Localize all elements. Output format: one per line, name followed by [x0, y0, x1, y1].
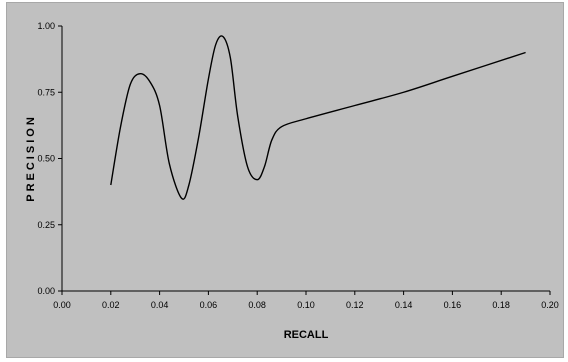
y-tick-label: 0.75: [37, 87, 55, 97]
x-tick-label: 0.18: [492, 300, 510, 310]
x-tick-label: 0.12: [346, 300, 364, 310]
x-tick-label: 0.00: [53, 300, 71, 310]
x-axis-title: RECALL: [284, 329, 329, 341]
x-tick-label: 0.16: [444, 300, 462, 310]
series-line: [110, 35, 526, 200]
chart-background: [6, 2, 564, 358]
y-tick-label: 0.00: [37, 286, 55, 296]
y-tick-label: 0.50: [37, 154, 55, 164]
ticks: 0.00 0.02 0.04 0.06 0.08 0.10 0.12 0.14 0.16 0.18…: [37, 21, 558, 310]
x-tick-label: 0.06: [200, 300, 218, 310]
x-tick-label: 0.10: [297, 300, 315, 310]
x-tick-label: 0.20: [541, 300, 559, 310]
x-tick-label: 0.04: [151, 300, 169, 310]
y-tick-label: 1.00: [37, 21, 55, 31]
series: [110, 35, 526, 200]
x-tick-label: 0.02: [102, 300, 120, 310]
x-tick-label: 0.14: [395, 300, 413, 310]
y-tick-label: 0.25: [37, 220, 55, 230]
y-axis-title: PRECISION: [25, 114, 37, 202]
x-tick-label: 0.08: [248, 300, 266, 310]
axes: [61, 26, 550, 292]
